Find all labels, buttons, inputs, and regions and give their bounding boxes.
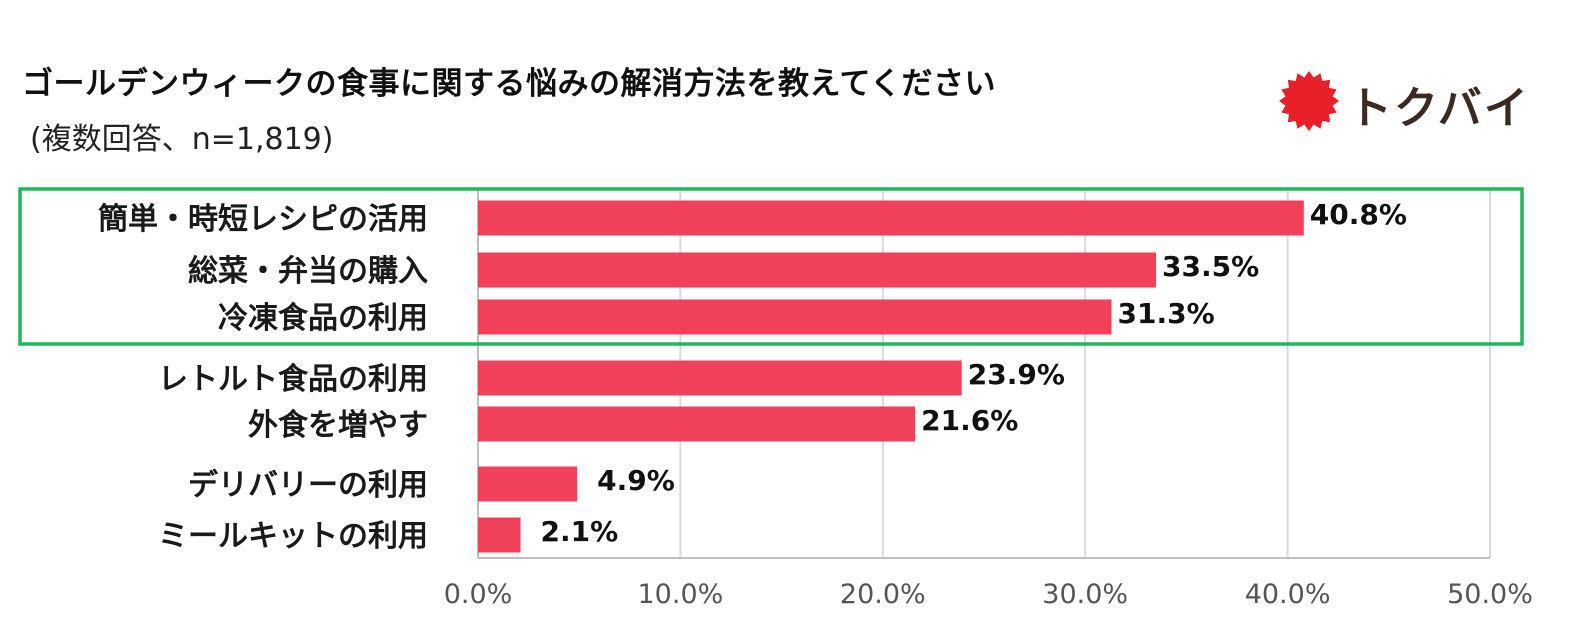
value-label: 31.3% [1118,297,1215,330]
bar [478,466,578,502]
category-label: レトルト食品の利用 [158,362,428,397]
category-label: 総菜・弁当の購入 [188,254,428,289]
bar [478,360,962,396]
bar [478,252,1157,288]
value-label: 40.8% [1310,198,1407,231]
value-label: 21.6% [921,404,1018,437]
x-tick-label: 50.0% [1447,579,1533,610]
category-label: ミールキットの利用 [158,519,428,554]
bar [478,299,1112,335]
bar [478,406,916,442]
x-tick-label: 0.0% [444,579,513,610]
value-label: 4.9% [597,464,675,497]
highlight-box [18,187,1524,346]
sun-mark-icon [1279,71,1339,131]
chart-subtitle: (複数回答、n=1,819) [30,122,334,157]
logo-text: トクバイ [1348,83,1530,134]
value-label: 33.5% [1162,250,1259,283]
category-label: 冷凍食品の利用 [218,301,428,336]
category-label: 外食を増やす [248,408,428,443]
category-label: デリバリーの利用 [188,468,428,503]
x-tick-label: 20.0% [840,579,926,610]
bar [478,200,1304,236]
value-label: 23.9% [968,358,1065,391]
category-label: 簡単・時短レシピの活用 [98,202,428,237]
value-label: 2.1% [541,515,619,548]
x-tick-label: 10.0% [638,579,724,610]
x-tick-label: 30.0% [1042,579,1128,610]
tokubai-logo: トクバイ [1278,70,1528,134]
x-tick-label: 40.0% [1245,579,1331,610]
chart-title: ゴールデンウィークの食事に関する悩みの解消方法を教えてください [22,66,997,102]
bar [478,517,521,553]
